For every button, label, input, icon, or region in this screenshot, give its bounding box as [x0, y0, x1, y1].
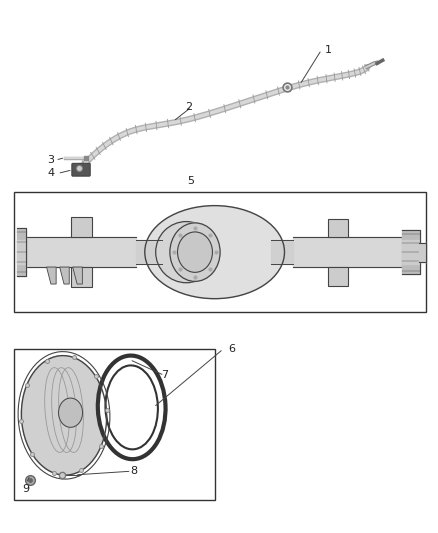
Ellipse shape	[59, 398, 82, 427]
Bar	[71, 217, 92, 237]
Polygon shape	[60, 267, 69, 284]
Text: 3: 3	[47, 155, 54, 165]
Ellipse shape	[155, 222, 217, 282]
Bar	[328, 219, 348, 237]
Bar	[328, 267, 348, 286]
Text: 7: 7	[161, 370, 168, 381]
FancyBboxPatch shape	[72, 164, 90, 176]
Ellipse shape	[170, 223, 220, 281]
Text: 9: 9	[22, 484, 30, 494]
Text: 4: 4	[47, 168, 54, 179]
Ellipse shape	[177, 232, 212, 272]
Polygon shape	[73, 267, 82, 284]
Text: 5: 5	[187, 176, 194, 187]
Bar	[14, 192, 426, 312]
Polygon shape	[46, 267, 56, 284]
Text: 1: 1	[325, 45, 332, 54]
Ellipse shape	[21, 356, 106, 475]
Ellipse shape	[98, 356, 166, 459]
Text: 8: 8	[130, 466, 138, 476]
Text: 2: 2	[185, 102, 192, 112]
Ellipse shape	[145, 206, 285, 298]
Text: 6: 6	[229, 344, 236, 354]
Bar	[71, 267, 92, 287]
Bar	[14, 349, 215, 500]
